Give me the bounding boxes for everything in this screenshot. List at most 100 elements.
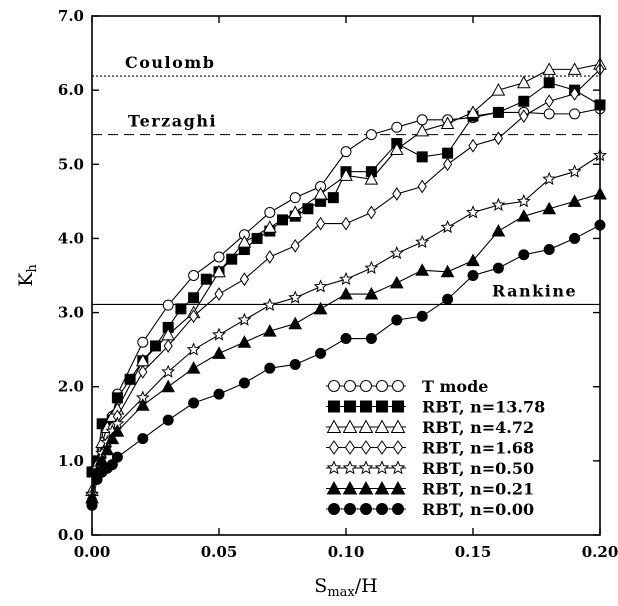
data-point [389, 275, 404, 289]
data-point [186, 342, 201, 356]
data-point [542, 171, 557, 186]
data-point [212, 264, 226, 278]
data-point [161, 379, 176, 393]
legend-marker [360, 503, 372, 515]
data-point [288, 290, 303, 304]
data-point [365, 333, 377, 345]
data-point [391, 314, 403, 326]
series-layer [85, 57, 607, 511]
legend-marker [358, 419, 374, 433]
data-point [569, 232, 581, 244]
x-axis-title: Smax/H [314, 575, 377, 600]
data-point [543, 108, 555, 120]
data-point [366, 205, 377, 220]
data-point [339, 168, 353, 181]
data-point [569, 86, 580, 101]
legend-marker [342, 419, 358, 433]
legend-marker [374, 480, 390, 495]
data-point [542, 62, 557, 75]
legend-marker [376, 440, 388, 455]
data-point [567, 164, 582, 178]
data-point [290, 238, 300, 253]
legend-marker [376, 400, 388, 413]
data-point [569, 108, 581, 120]
legend-marker [342, 480, 358, 495]
legend-marker [326, 480, 342, 495]
data-point [364, 260, 379, 274]
data-point [188, 292, 200, 304]
data-point [226, 253, 238, 265]
data-point [289, 358, 301, 370]
data-point [188, 270, 200, 281]
data-point [339, 286, 353, 300]
data-point [106, 459, 118, 471]
y-tick-label: 7.0 [58, 7, 84, 25]
data-point [416, 310, 428, 322]
legend-label: RBT, n=0.50 [422, 459, 534, 478]
data-point [100, 442, 115, 456]
data-point [288, 205, 303, 218]
data-point [519, 109, 529, 123]
data-point [518, 95, 530, 107]
legend-marker [328, 440, 340, 455]
data-point [466, 205, 480, 219]
legend-marker [358, 460, 374, 475]
data-point [213, 388, 225, 400]
data-point [214, 287, 224, 301]
reference-label-rankine: Rankine [492, 281, 577, 300]
legend-marker [360, 440, 372, 455]
data-point [442, 157, 453, 172]
data-point [105, 431, 120, 445]
data-point [340, 333, 352, 345]
data-point [544, 94, 554, 109]
legend-marker [374, 419, 390, 433]
x-tick-label: 0.10 [328, 543, 365, 561]
data-point [542, 201, 557, 215]
data-point [467, 270, 479, 281]
data-point [365, 129, 377, 141]
data-point [442, 293, 454, 305]
data-point [175, 303, 187, 315]
data-point [364, 172, 379, 185]
data-point [516, 209, 531, 222]
legend-marker [328, 503, 340, 515]
x-tick-label: 0.20 [582, 543, 618, 561]
legend-marker [392, 440, 404, 455]
data-point [262, 324, 277, 337]
data-point [440, 220, 455, 234]
y-tick-label: 0.0 [58, 526, 84, 544]
data-point [188, 309, 199, 324]
legend-marker [360, 380, 372, 392]
data-point [111, 451, 123, 463]
legend-marker [392, 400, 404, 413]
data-point [135, 398, 150, 411]
legend-marker [392, 503, 404, 515]
data-point [161, 364, 176, 378]
series-5 [85, 148, 607, 501]
data-point [213, 251, 225, 263]
data-point [150, 340, 161, 352]
data-point [416, 114, 428, 126]
series-7 [86, 219, 606, 511]
data-point [468, 138, 478, 153]
data-point [341, 216, 351, 231]
y-tick-label: 6.0 [58, 81, 84, 99]
data-point [415, 263, 430, 276]
data-point [212, 327, 226, 341]
data-point [492, 262, 504, 274]
series-line [91, 82, 601, 473]
data-point [313, 301, 328, 315]
data-point [543, 244, 555, 256]
legend-marker [376, 380, 388, 392]
reference-lines: Coulomb Terzaghi Rankine [92, 53, 600, 305]
data-point [188, 397, 200, 409]
y-axis-title-sub: h [25, 264, 40, 273]
legend-marker [344, 440, 356, 455]
legend-marker [328, 380, 340, 392]
data-point [237, 312, 252, 326]
legend-marker [342, 460, 358, 475]
legend-label: RBT, n=1.68 [422, 439, 534, 458]
data-point [442, 147, 454, 159]
data-point [313, 186, 328, 200]
